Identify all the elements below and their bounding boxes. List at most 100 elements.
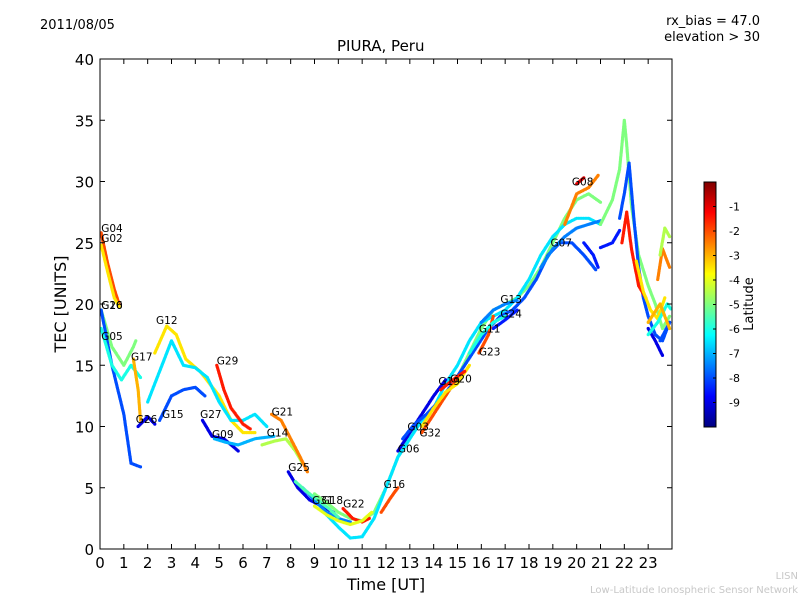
x-tick-label: 6 (238, 554, 248, 572)
series-g17 (131, 357, 143, 422)
plot-area (100, 59, 672, 549)
y-tick-label: 30 (75, 174, 94, 192)
colorbar-tick-label: -6 (729, 323, 740, 336)
x-tick-label: 9 (310, 554, 320, 572)
satellite-label: G21 (272, 407, 294, 419)
data-point (668, 326, 672, 331)
satellite-label: G26 (101, 300, 123, 312)
satellite-label: G32 (419, 428, 441, 440)
satellite-label: G15 (162, 409, 184, 421)
satellite-label: G18 (322, 495, 344, 507)
x-tick-label: 8 (286, 554, 296, 572)
series-g15 (158, 385, 207, 422)
rx-bias-label: rx_bias = 47.0 (666, 14, 760, 29)
satellite-label: G23 (479, 347, 501, 359)
series-g02 (99, 243, 121, 308)
series-g09 (212, 434, 276, 447)
series-g20 (439, 369, 467, 392)
data-point (467, 363, 471, 367)
satellite-label: G05 (101, 331, 123, 343)
data-point (236, 449, 240, 453)
y-axis-label: TEC [UNITS] (51, 256, 70, 354)
data-point (138, 375, 143, 380)
data-point (491, 314, 495, 318)
data-point (444, 378, 448, 382)
parameters-block: rx_bias = 47.0 elevation > 30 (664, 14, 760, 46)
x-tick-label: 12 (376, 554, 395, 572)
y-tick-label: 20 (75, 296, 94, 314)
satellite-label: G08 (572, 176, 594, 188)
data-point (367, 516, 371, 521)
colorbar-tick-label: -8 (729, 372, 740, 385)
satellite-label: G06 (398, 443, 420, 455)
satellite-label: G09 (212, 429, 234, 441)
footer-network: Low-Latitude Ionospheric Sensor Network (590, 585, 798, 596)
data-point (598, 200, 603, 204)
y-tick-label: 15 (75, 357, 94, 375)
data-point (596, 173, 600, 177)
satellite-label: G14 (267, 428, 289, 440)
satellite-label: G29 (217, 355, 239, 367)
x-tick-label: 7 (262, 554, 272, 572)
data-point (660, 353, 665, 357)
y-tick-label: 40 (75, 51, 94, 69)
series-g19 (420, 363, 471, 429)
data-point (594, 268, 598, 272)
data-point (265, 424, 269, 429)
x-tick-label: 18 (519, 554, 538, 572)
data-point (668, 265, 672, 269)
y-tick-label: 0 (84, 541, 94, 559)
satellite-label: G22 (343, 499, 365, 511)
data-point (248, 427, 252, 431)
data-point (153, 422, 157, 426)
data-point (668, 235, 672, 239)
series-layer (99, 118, 673, 540)
series-g12b (146, 339, 269, 429)
y-tick-label: 25 (75, 235, 94, 253)
data-point (336, 515, 340, 519)
x-tick-label: 2 (143, 554, 153, 572)
data-point (253, 431, 257, 435)
date-label: 2011/08/05 (40, 18, 115, 33)
satellite-label: G20 (450, 374, 472, 386)
x-tick-label: 3 (167, 554, 177, 572)
colorbar-tick-label: -5 (729, 299, 740, 312)
colorbar-tick-label: -2 (729, 225, 740, 238)
chart-title: PIURA, Peru (337, 37, 425, 55)
colorbar-tick-label: -1 (729, 201, 740, 214)
satellite-label: G27 (200, 409, 222, 421)
data-point (272, 434, 276, 438)
x-tick-label: 4 (191, 554, 201, 572)
colorbar-ticks: -1 -2 -3 -4 -5 -6 -7 -8 -9 (713, 201, 740, 410)
y-tick-label: 35 (75, 112, 94, 130)
series-g21 (270, 412, 309, 474)
colorbar-tick-label: -3 (729, 250, 740, 263)
x-tick-label: 17 (496, 554, 515, 572)
data-point (618, 228, 622, 233)
footer-lisn: LISN (775, 571, 798, 582)
data-point (305, 470, 309, 474)
data-point (463, 369, 467, 373)
x-tick-label: 16 (472, 554, 491, 572)
satellite-label: G11 (479, 323, 501, 335)
colorbar-tick-label: -4 (729, 274, 740, 287)
colorbar: -1 -2 -3 -4 -5 -6 -7 -8 -9 Latitude (703, 181, 757, 428)
x-tick-label: 1 (119, 554, 129, 572)
data-point (596, 265, 600, 269)
y-tick-label: 10 (75, 419, 94, 437)
data-point (134, 339, 138, 343)
colorbar-tick-label: -7 (729, 348, 740, 361)
data-point (203, 394, 207, 398)
footer-credit: LISN Low-Latitude Ionospheric Sensor Net… (590, 570, 798, 598)
x-tick-label: 10 (329, 554, 348, 572)
series-g29 (215, 363, 252, 431)
satellite-label: G25 (288, 462, 310, 474)
x-tick-label: 14 (424, 554, 443, 572)
data-point (138, 465, 143, 469)
satellite-label: G24 (500, 309, 522, 321)
data-point (663, 296, 667, 300)
data-point (396, 486, 400, 490)
colorbar-tick-label: -9 (729, 397, 740, 410)
x-tick-label: 19 (543, 554, 562, 572)
